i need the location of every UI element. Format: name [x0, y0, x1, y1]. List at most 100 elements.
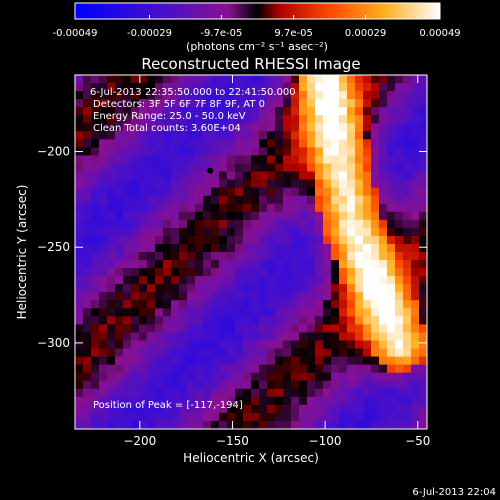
heatmap-cell [195, 83, 204, 92]
heatmap-cell [283, 163, 292, 173]
heatmap-cell [91, 131, 100, 140]
heatmap-cell [299, 195, 308, 205]
heatmap-cell [83, 332, 92, 342]
heatmap-cell [267, 396, 276, 406]
heatmap-cell [83, 235, 92, 245]
heatmap-cell [403, 179, 412, 189]
heatmap-cell [107, 420, 116, 429]
heatmap-cell [331, 203, 340, 213]
heatmap-cell [267, 404, 276, 414]
heatmap-cell [251, 284, 260, 293]
heatmap-cell [299, 268, 308, 277]
heatmap-cell [123, 340, 132, 350]
heatmap-cell [107, 252, 116, 261]
heatmap-cell [307, 179, 316, 189]
heatmap-cell [227, 107, 236, 116]
heatmap-cell [395, 276, 404, 285]
heatmap-cell [283, 316, 292, 326]
heatmap-cell [211, 83, 220, 92]
heatmap-cell [363, 372, 372, 382]
heatmap-cell [259, 75, 268, 84]
x-tick-label: −100 [309, 434, 342, 448]
heatmap-cell [115, 123, 124, 132]
heatmap-cell [323, 83, 332, 92]
heatmap-cell [163, 83, 172, 92]
heatmap-cell [251, 380, 260, 390]
heatmap-cell [347, 300, 356, 309]
heatmap-cell [139, 260, 148, 269]
heatmap-cell [419, 420, 427, 429]
heatmap-cell [379, 227, 388, 237]
heatmap-cell [243, 380, 252, 390]
heatmap-cell [203, 179, 212, 189]
heatmap-cell [219, 316, 228, 326]
heatmap-cell [99, 195, 108, 205]
heatmap-cell [323, 115, 332, 124]
heatmap-cell [331, 139, 340, 149]
heatmap-cell [299, 179, 308, 189]
heatmap-cell [355, 147, 364, 157]
heatmap-cell [403, 380, 412, 390]
heatmap-cell [331, 107, 340, 116]
heatmap-cell [123, 308, 132, 317]
heatmap-cell [299, 284, 308, 293]
heatmap-cell [307, 316, 316, 326]
heatmap-cell [163, 171, 172, 181]
heatmap-cell [355, 300, 364, 309]
heatmap-cell [107, 332, 116, 342]
heatmap-cell [227, 340, 236, 350]
heatmap-cell [371, 235, 380, 245]
heatmap-cell [115, 372, 124, 382]
heatmap-cell [275, 420, 284, 429]
heatmap-cell [219, 235, 228, 245]
heatmap-cell [411, 163, 420, 173]
heatmap-cell [291, 187, 300, 197]
heatmap-cell [171, 276, 180, 285]
heatmap-cell [283, 308, 292, 317]
heatmap-cell [195, 292, 204, 301]
heatmap-cell [243, 99, 252, 108]
heatmap-cell [83, 388, 92, 398]
annotation-time: 6-Jul-2013 22:35:50.000 to 22:41:50.000 [90, 87, 296, 98]
heatmap-cell [115, 83, 124, 92]
heatmap-cell [379, 219, 388, 229]
heatmap-cell [331, 324, 340, 334]
heatmap-cell [331, 179, 340, 189]
heatmap-cell [115, 356, 124, 366]
heatmap-cell [339, 348, 348, 358]
heatmap-cell [379, 83, 388, 92]
heatmap-cell [107, 195, 116, 205]
heatmap-cell [123, 219, 132, 229]
heatmap-cell [147, 380, 156, 390]
heatmap-cell [147, 348, 156, 358]
heatmap-cell [411, 139, 420, 149]
heatmap-cell [195, 324, 204, 334]
heatmap-cell [331, 356, 340, 366]
heatmap-cell [283, 147, 292, 157]
heatmap-cell [91, 235, 100, 245]
heatmap-cell [411, 412, 420, 422]
heatmap-cell [163, 372, 172, 382]
heatmap-cell [259, 340, 268, 350]
heatmap-cell [115, 195, 124, 205]
colorbar-ticks: -0.00049 -0.00029 -9.7e-05 9.7e-05 0.00029 0.… [53, 15, 461, 39]
heatmap-cell [107, 91, 116, 100]
heatmap-cell [283, 155, 292, 165]
heatmap-cell [307, 163, 316, 173]
heatmap-cell [267, 155, 276, 165]
heatmap-cell [75, 396, 84, 406]
heatmap-cell [347, 115, 356, 124]
heatmap-cell [179, 284, 188, 293]
heatmap-cell [83, 163, 92, 173]
heatmap-cell [83, 268, 92, 277]
heatmap-cell [195, 227, 204, 237]
heatmap-cell [387, 356, 396, 366]
heatmap-cell [355, 179, 364, 189]
heatmap-cell [99, 155, 108, 165]
heatmap-cell [267, 292, 276, 301]
heatmap-cell [131, 91, 140, 100]
heatmap-cell [275, 219, 284, 229]
heatmap-cell [395, 340, 404, 350]
heatmap-cell [235, 107, 244, 116]
